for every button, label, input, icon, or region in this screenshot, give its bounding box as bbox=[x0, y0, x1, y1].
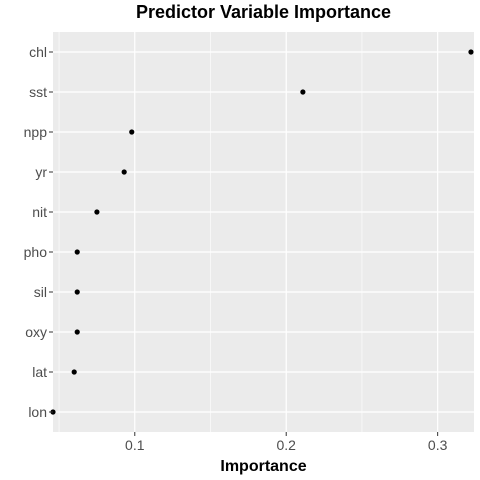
point-yr bbox=[121, 169, 127, 175]
x-tick-label: 0.3 bbox=[428, 437, 448, 453]
point-npp bbox=[129, 129, 135, 135]
point-pho bbox=[74, 249, 80, 255]
x-axis-ticks: 0.1 0.2 0.3 bbox=[125, 432, 448, 453]
x-axis-title: Importance bbox=[220, 458, 306, 475]
major-gridlines bbox=[53, 32, 474, 432]
minor-gridlines bbox=[58, 32, 363, 432]
y-tick-label-yr: yr bbox=[35, 164, 47, 180]
y-tick-label-npp: npp bbox=[24, 124, 48, 140]
y-tick-label-chl: chl bbox=[29, 44, 47, 60]
chart-title: Predictor Variable Importance bbox=[136, 2, 391, 22]
y-tick-label-sil: sil bbox=[34, 284, 47, 300]
y-tick-label-pho: pho bbox=[24, 244, 48, 260]
y-tick-label-oxy: oxy bbox=[25, 324, 47, 340]
y-tick-label-nit: nit bbox=[32, 204, 47, 220]
point-nit bbox=[94, 209, 100, 215]
point-lat bbox=[71, 369, 77, 375]
point-chl bbox=[468, 49, 474, 55]
y-tick-label-lat: lat bbox=[32, 364, 47, 380]
plot-panel bbox=[53, 32, 474, 432]
point-sil bbox=[74, 289, 80, 295]
y-tick-label-lon: lon bbox=[28, 404, 47, 420]
y-tick-label-sst: sst bbox=[29, 84, 47, 100]
x-tick-label: 0.2 bbox=[276, 437, 296, 453]
point-sst bbox=[300, 89, 306, 95]
y-axis-ticks: chl sst npp yr nit pho sil oxy lat lon bbox=[24, 44, 53, 420]
x-tick-label: 0.1 bbox=[125, 437, 145, 453]
data-points bbox=[50, 49, 474, 415]
point-oxy bbox=[74, 329, 80, 335]
